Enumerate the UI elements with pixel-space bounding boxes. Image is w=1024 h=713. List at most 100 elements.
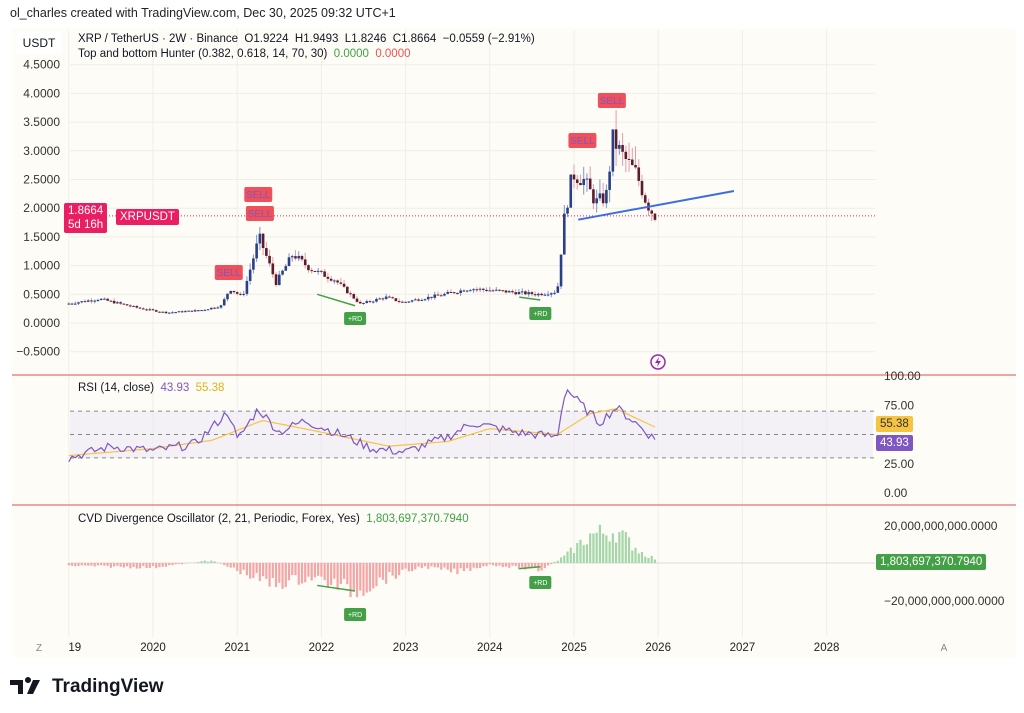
cvd-bar — [294, 563, 297, 576]
cvd-bar — [466, 563, 469, 569]
cvd-bar — [504, 563, 508, 567]
cvd-bar — [320, 563, 323, 577]
cvd-bar — [106, 563, 109, 566]
cvd-bar — [330, 563, 333, 585]
candle-body — [430, 296, 433, 298]
cvd-bar — [249, 563, 252, 579]
cvd-bar — [135, 563, 138, 569]
cvd-value-tag: 1,803,697,370.7940 — [876, 554, 987, 570]
candle-body — [414, 299, 417, 301]
cvd-bar — [138, 563, 142, 569]
candle-body — [336, 280, 339, 283]
cvd-bar — [239, 563, 242, 575]
chart-frame[interactable] — [12, 28, 1016, 658]
cvd-bar — [595, 532, 598, 563]
candle-body — [122, 303, 126, 305]
cvd-bar — [177, 563, 181, 564]
indicator-value-2: 0.0000 — [375, 48, 411, 60]
price-axis-label: 4.0000 — [23, 86, 60, 100]
cvd-bar — [569, 547, 572, 563]
cvd-bar — [540, 563, 543, 571]
rsi-legend: RSI (14, close) 43.93 55.38 — [78, 382, 224, 395]
cvd-bar — [223, 563, 226, 566]
auto-scale-button[interactable]: A — [941, 643, 948, 654]
last-price: 1.8664 — [68, 205, 104, 217]
cvd-bar — [194, 562, 197, 563]
candle-body — [235, 292, 239, 294]
ohlc-change: −0.0559 (−2.91%) — [442, 33, 535, 45]
candle-body — [449, 291, 453, 293]
cvd-bar — [310, 563, 313, 581]
candle-body — [530, 292, 534, 295]
cvd-bar — [550, 563, 553, 565]
candle-body — [145, 309, 148, 311]
currency-button[interactable]: USDT — [16, 32, 62, 54]
candle-body — [213, 307, 216, 309]
cvd-bar — [534, 563, 537, 568]
time-axis-label: 2023 — [393, 642, 419, 654]
candle-body — [232, 290, 236, 293]
candle-body — [485, 289, 488, 291]
cvd-bar — [491, 563, 495, 566]
candle-body — [465, 290, 469, 292]
cvd-bar — [414, 563, 417, 570]
rsi-label: RSI (14, close) — [78, 382, 155, 394]
cvd-bar — [589, 533, 592, 563]
candle-body — [562, 213, 566, 255]
cvd-bar — [210, 560, 213, 563]
cvd-bar — [326, 563, 329, 588]
candle-body — [187, 310, 190, 312]
candle-body — [436, 294, 440, 296]
indicator-legend: Top and bottom Hunter (0.382, 0.618, 14,… — [78, 48, 411, 61]
time-axis-label: 2028 — [814, 642, 840, 654]
cvd-bar — [501, 563, 504, 568]
cvd-bar — [245, 563, 249, 576]
cvd-bar — [517, 563, 521, 570]
candle-body — [410, 300, 414, 302]
candle-body — [643, 195, 647, 203]
cvd-bar — [508, 563, 511, 568]
rsi-line — [68, 388, 656, 463]
candle-body — [355, 298, 359, 302]
rsi-legend-ma: 55.38 — [195, 382, 225, 394]
cvd-bar — [103, 563, 106, 566]
indicator-name: Top and bottom Hunter (0.382, 0.618, 14,… — [78, 48, 328, 60]
candle-body — [384, 296, 388, 299]
candle-body — [533, 294, 537, 296]
candle-body — [129, 305, 132, 307]
candle-body — [197, 310, 200, 312]
cvd-bar — [592, 533, 595, 563]
candle-body — [226, 293, 229, 300]
cvd-bar — [164, 563, 168, 567]
candle-body — [245, 280, 249, 294]
candle-body — [472, 289, 475, 291]
cvd-bar — [585, 544, 589, 563]
ohlc-close: C1.8664 — [392, 33, 437, 45]
candle-body — [229, 290, 233, 294]
candle-body — [180, 311, 184, 313]
price-axis-label: 4.5000 — [23, 58, 60, 72]
cvd-bar — [472, 563, 475, 568]
cvd-rd-badge — [344, 608, 367, 621]
candle-body — [242, 293, 245, 295]
cvd-bar — [605, 535, 608, 563]
candle-body — [255, 243, 258, 259]
candle-body — [184, 311, 187, 313]
candle-body — [608, 171, 611, 190]
cvd-bar — [87, 563, 90, 566]
candle-body — [443, 293, 446, 296]
price-axis-label: 0.0000 — [23, 316, 60, 330]
cvd-bar — [624, 532, 627, 563]
candle-body — [452, 292, 456, 294]
candle-body — [119, 302, 122, 304]
cvd-bar — [469, 563, 472, 571]
candle-body — [141, 308, 145, 310]
candle-body — [265, 248, 268, 256]
cvd-bar — [566, 551, 569, 563]
time-axis-reset-button[interactable]: Z — [36, 643, 42, 654]
cvd-bar — [391, 563, 394, 576]
candle-body — [281, 270, 284, 275]
tradingview-logo[interactable]: TradingView — [10, 676, 164, 698]
cvd-bar — [252, 563, 255, 578]
